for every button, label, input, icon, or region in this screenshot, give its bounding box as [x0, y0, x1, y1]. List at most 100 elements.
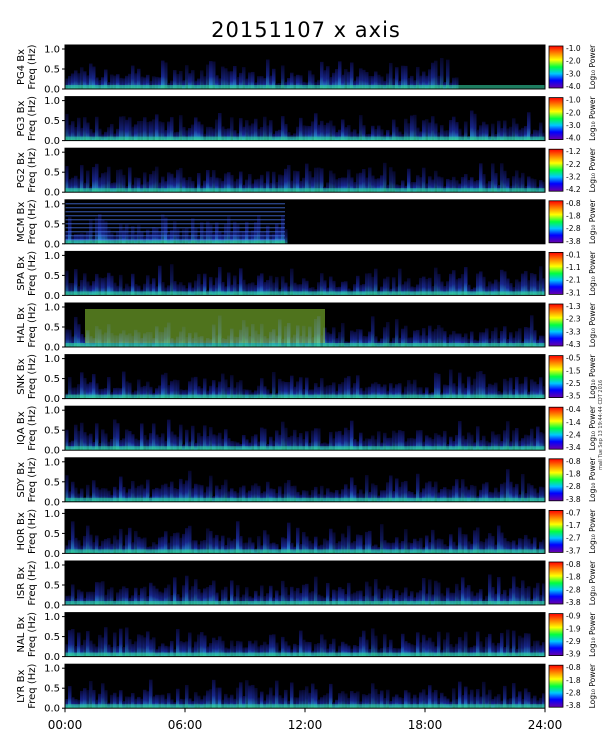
- colorbar-tick-label: -3.8: [566, 701, 581, 710]
- panel-ylabel: ISR Bx: [16, 567, 27, 599]
- y-tick-label: 0.5: [44, 581, 60, 592]
- colorbar-label: Log₁₀ Power: [588, 147, 597, 192]
- y-tick-label: 1.0: [44, 561, 60, 572]
- colorbar-tick-label: -2.4: [566, 431, 581, 440]
- colorbar-label: Log₁₀ Power: [588, 199, 597, 244]
- y-tick-label: 1.0: [44, 612, 60, 623]
- y-tick-label: 0.5: [44, 529, 60, 540]
- colorbar-tick-label: -1.8: [566, 676, 581, 685]
- y-tick-label: 0.0: [44, 601, 60, 612]
- colorbar-tick-label: -2.8: [566, 224, 581, 233]
- colorbar-tick-label: -2.3: [566, 315, 581, 324]
- colorbar-tick-label: -2.8: [566, 482, 581, 491]
- colorbar-label: Log₁₀ Power: [588, 250, 597, 295]
- y-tick-label: 1.0: [44, 45, 60, 56]
- y-tick-label: 0.5: [44, 684, 60, 695]
- y-tick-label: 0.0: [44, 394, 60, 405]
- colorbar-tick-label: -4.0: [566, 82, 581, 91]
- colorbar-tick-label: -2.1: [566, 276, 581, 285]
- panel-mcm: 1.0 0.5 0.0 MCM Bx Freq (Hz) -0.8 -1.8 -2.8 -3.8…: [16, 199, 597, 251]
- colorbar: [548, 251, 564, 295]
- panel-ylabel: HOR Bx: [16, 512, 27, 550]
- y-tick-label: 0.5: [44, 65, 60, 76]
- colorbar-tick-label: -3.9: [566, 650, 581, 659]
- panel-ylabel: PG2 Bx: [16, 152, 27, 188]
- panel-pg4: 1.0 0.5 0.0 PG4 Bx Freq (Hz) -1.0 -2.0 -3.0 -4.0…: [16, 44, 597, 96]
- colorbar-tick-label: -3.8: [566, 495, 581, 504]
- colorbar-tick-label: -1.0: [566, 44, 581, 53]
- colorbar-tick-label: -0.9: [566, 612, 581, 621]
- colorbar: [548, 509, 564, 553]
- y-tick-label: 0.5: [44, 116, 60, 127]
- colorbar-tick-label: -0.1: [566, 250, 581, 259]
- panel-iqa: 1.0 0.5 0.0 IQA Bx Freq (Hz) -0.4 -1.4 -2.4 -3.4…: [16, 405, 597, 457]
- panel-sdy: 1.0 0.5 0.0 SDY Bx Freq (Hz) -0.8 -1.8 -2.8 -3.8…: [16, 457, 597, 509]
- chart-title: 20151107 x axis: [211, 18, 401, 42]
- colorbar-tick-label: -1.8: [566, 573, 581, 582]
- panel-hor: 1.0 0.5 0.0 HOR Bx Freq (Hz) -0.7 -1.7 -2.7 -3.7…: [16, 508, 597, 560]
- y-tick-label: 0.5: [44, 477, 60, 488]
- colorbar-label: Log₁₀ Power: [588, 44, 597, 89]
- y-tick-label: 0.5: [44, 219, 60, 230]
- panel-ylabel-freq: Freq (Hz): [27, 664, 38, 709]
- colorbar-tick-label: -3.8: [566, 598, 581, 607]
- panel-ylabel: MCM Bx: [16, 202, 27, 242]
- colorbar-label: Log₁₀ Power: [588, 611, 597, 656]
- panel-isr: 1.0 0.5 0.0 ISR Bx Freq (Hz) -0.8 -1.8 -2.8 -3.8…: [16, 560, 597, 612]
- x-tick-label: 24:00: [527, 718, 563, 732]
- colorbar-tick-label: -1.7: [566, 521, 581, 530]
- y-tick-label: 0.0: [44, 136, 60, 147]
- x-tick-label: 12:00: [287, 718, 323, 732]
- y-tick-label: 0.5: [44, 632, 60, 643]
- y-tick-label: 1.0: [44, 509, 60, 520]
- colorbar-tick-label: -3.3: [566, 327, 581, 336]
- colorbar-label: Log₁₀ Power: [588, 508, 597, 553]
- panel-ylabel-freq: Freq (Hz): [27, 44, 38, 89]
- colorbar: [548, 45, 564, 89]
- y-tick-label: 0.5: [44, 168, 60, 179]
- colorbar-tick-label: -3.0: [566, 69, 581, 78]
- colorbar-tick-label: -3.7: [566, 546, 581, 555]
- colorbar-tick-label: -3.4: [566, 443, 581, 452]
- panel-ylabel: PG4 Bx: [16, 49, 27, 85]
- colorbar-tick-label: -3.1: [566, 288, 581, 297]
- colorbar-tick-label: -0.8: [566, 560, 581, 569]
- y-tick-label: 1.0: [44, 199, 60, 210]
- colorbar: [548, 664, 564, 708]
- colorbar-tick-label: -0.4: [566, 405, 581, 414]
- panel-ylabel: SNK Bx: [16, 358, 27, 394]
- panel-pg3: 1.0 0.5 0.0 PG3 Bx Freq (Hz) -1.0 -2.0 -3.0 -4.0…: [16, 95, 597, 147]
- colorbar-tick-label: -3.0: [566, 121, 581, 130]
- y-tick-label: 0.5: [44, 323, 60, 334]
- colorbar-tick-label: -0.8: [566, 199, 581, 208]
- colorbar-tick-label: -3.5: [566, 392, 581, 401]
- colorbar: [548, 613, 564, 656]
- y-tick-label: 0.0: [44, 549, 60, 560]
- y-tick-label: 1.0: [44, 96, 60, 107]
- y-tick-label: 1.0: [44, 406, 60, 417]
- colorbar: [548, 97, 564, 140]
- colorbar: [548, 303, 564, 347]
- colorbar-label: Log₁₀ Power: [588, 353, 597, 398]
- panel-ylabel-freq: Freq (Hz): [27, 406, 38, 451]
- y-tick-label: 0.0: [44, 343, 60, 354]
- timestamp-stamp: mall Tue Sep 13 19:44:44 CDT 2016: [598, 379, 604, 470]
- colorbar-label: Log₁₀ Power: [588, 405, 597, 450]
- colorbar-tick-label: -1.1: [566, 263, 581, 272]
- panel-ylabel-freq: Freq (Hz): [27, 302, 38, 347]
- colorbar-tick-label: -2.5: [566, 379, 581, 388]
- y-tick-label: 0.0: [44, 239, 60, 250]
- panel-ylabel-freq: Freq (Hz): [27, 509, 38, 554]
- y-tick-label: 1.0: [44, 664, 60, 675]
- colorbar: [548, 355, 564, 399]
- y-tick-label: 1.0: [44, 303, 60, 314]
- y-tick-label: 0.5: [44, 374, 60, 385]
- panel-ylabel-freq: Freq (Hz): [27, 354, 38, 399]
- colorbar-tick-label: -1.3: [566, 302, 581, 311]
- x-tick-label: 00:00: [47, 718, 83, 732]
- colorbar-tick-label: -0.8: [566, 663, 581, 672]
- colorbar-label: Log₁₀ Power: [588, 663, 597, 708]
- y-tick-label: 0.0: [44, 188, 60, 199]
- colorbar-label: Log₁₀ Power: [588, 95, 597, 140]
